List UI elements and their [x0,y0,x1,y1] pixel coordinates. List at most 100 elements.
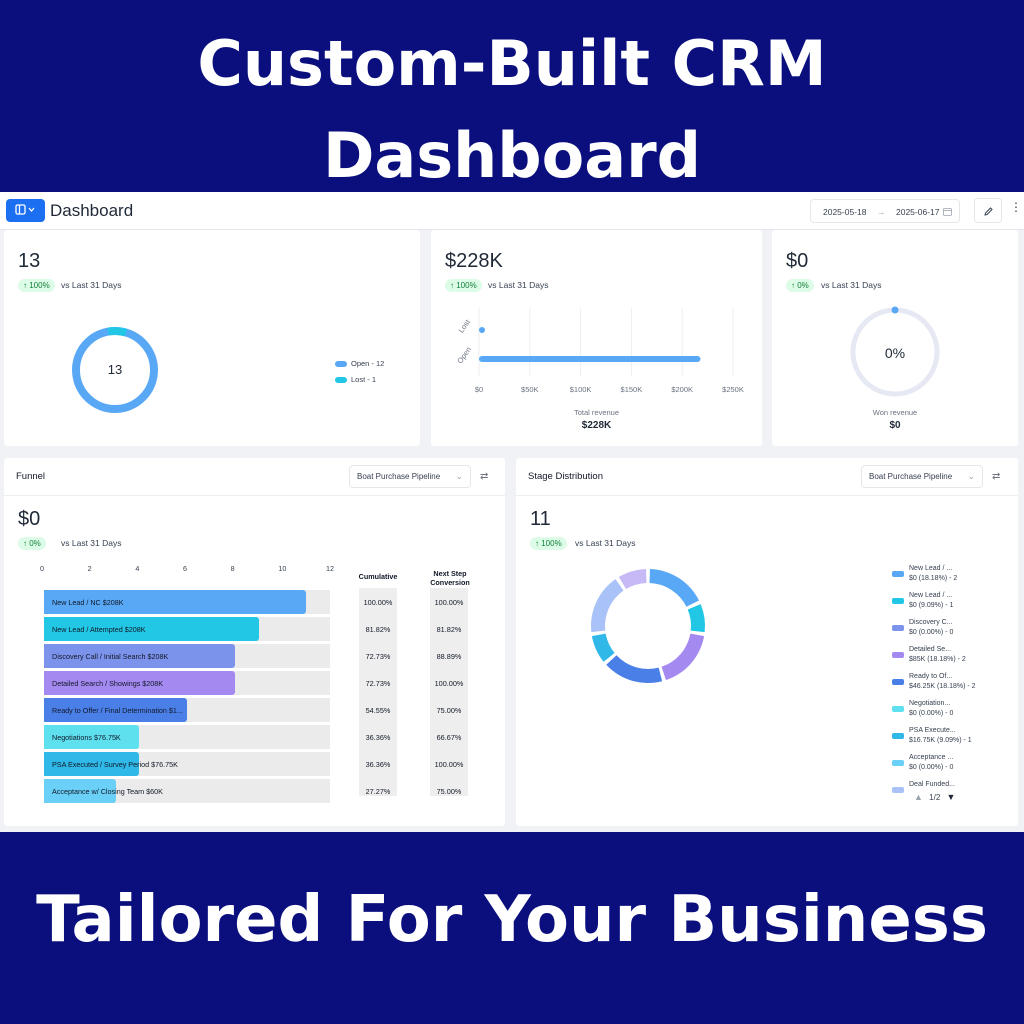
funnel-bar [44,698,187,722]
cumulative-value: 72.73% [365,652,391,661]
funnel-pipeline-select[interactable]: Boat Purchase Pipeline ⌄ [349,465,471,488]
stage-donut-slice [687,604,705,633]
funnel-bar [44,725,140,749]
stage-legend-value: $0 (18.18%) - 2 [909,575,958,582]
funnel-tick-label: 8 [230,564,235,573]
funnel-row[interactable]: PSA Executed / Survey Period $76.75K [44,752,330,776]
swap-icon[interactable]: ⇄ [480,471,489,482]
next-step-value: 100.00% [434,598,464,607]
revenue-tick-label: $50K [521,385,539,394]
funnel-row[interactable]: New Lead / Attempted $208K [44,617,330,641]
won-revenue-label: Won revenue [872,408,918,417]
donut-slice-lost [72,327,158,413]
date-range-picker[interactable]: 2025-05-18 → 2025-06-17 [810,199,960,223]
stage-legend-item[interactable]: New Lead / ... $0 (18.18%) - 2 [892,564,1002,586]
stage-legend-pager: ▲ 1/2 ▼ [914,792,955,802]
funnel-card: Funnel Boat Purchase Pipeline ⌄ ⇄ $0 ↑ 0… [4,458,505,826]
stage-legend-value: $85K (18.18%) - 2 [909,656,966,663]
funnel-row[interactable]: Negotiations $76.75K [44,725,330,749]
stage-legend-swatch [892,571,904,577]
stage-legend-name: New Lead / ... [909,592,953,599]
stage-legend-item[interactable]: PSA Execute... $16.75K (9.09%) - 1 [892,726,1002,748]
next-step-value: 75.00% [436,787,462,796]
stage-legend-item[interactable]: Acceptance ... $0 (0.00%) - 0 [892,753,1002,775]
legend-lost: Lost - 1 [335,375,376,384]
next-step-column [430,588,468,796]
edit-button[interactable] [974,198,1002,223]
stage-legend-item[interactable]: Ready to Of... $46.25K (18.18%) - 2 [892,672,1002,694]
funnel-change-badge: ↑ 0% [18,537,46,550]
revenue-category-label: Open [455,345,473,365]
stage-legend-item[interactable]: Detailed Se... $85K (18.18%) - 2 [892,645,1002,667]
pager-label: 1/2 [929,793,941,802]
stage-donut-slice [606,655,663,683]
date-start: 2025-05-18 [823,207,867,217]
funnel-row[interactable]: New Lead / NC $208K [44,590,330,614]
stage-legend-swatch [892,679,904,685]
stage-legend-swatch [892,598,904,604]
won-revenue-total: $0 [889,420,901,431]
next-step-header-line-1: Next Step [433,569,467,578]
cumulative-value: 81.82% [365,625,391,634]
stage-legend-item[interactable]: Negotiation... $0 (0.00%) - 0 [892,699,1002,721]
stage-legend-value: $0 (0.00%) - 0 [909,764,954,771]
stage-pipeline-select[interactable]: Boat Purchase Pipeline ⌄ [861,465,983,488]
revenue-tick-label: $0 [475,385,483,394]
hero-footer: Tailored For Your Business [36,883,988,957]
revenue-total: $228K [581,420,612,431]
stage-legend-item[interactable]: Discovery C... $0 (0.00%) - 0 [892,618,1002,640]
won-revenue-card: $0 ↑ 0% vs Last 31 Days 0% Won revenue $… [772,230,1018,446]
dashboard-screen: Dashboard 2025-05-18 → 2025-06-17 ⋮ 13 ↑… [0,192,1024,832]
funnel-bar [44,617,259,641]
revenue-tick-label: $100K [570,385,592,394]
funnel-pipeline-value: Boat Purchase Pipeline [357,472,441,481]
layout-menu-button[interactable] [6,199,45,222]
opportunities-donut [72,327,158,413]
gauge-marker [891,306,899,314]
cumulative-column [359,588,397,796]
stage-legend-swatch [892,787,904,793]
pager-next-icon[interactable]: ▼ [946,792,956,802]
funnel-tick-label: 4 [135,564,140,573]
stage-legend-item[interactable]: New Lead / ... $0 (9.09%) - 1 [892,591,1002,613]
calendar-icon [943,208,952,216]
stage-pipeline-value: Boat Purchase Pipeline [869,472,953,481]
revenue-category-label: Lost [457,317,473,335]
funnel-row[interactable]: Ready to Offer / Final Determination $1.… [44,698,330,722]
funnel-stage-label: Ready to Offer / Final Determination $1.… [52,706,183,715]
funnel-row[interactable]: Acceptance w/ Closing Team $60K [44,779,330,803]
hero-title-line-2: Dashboard [322,119,702,192]
stage-legend-name: Detailed Se... [909,646,952,653]
cumulative-value: 72.73% [365,679,391,688]
revenue-change-badge: ↑ 100% [445,279,482,292]
cumulative-value: 36.36% [365,733,391,742]
funnel-tick-label: 6 [183,564,187,573]
stage-legend-name: Ready to Of... [909,673,953,680]
legend-lost-swatch [335,377,347,384]
revenue-tick-label: $200K [671,385,693,394]
funnel-bar [44,779,116,803]
funnel-row[interactable]: Detailed Search / Showings $208K [44,671,330,695]
stage-legend-swatch [892,760,904,766]
stage-legend-swatch [892,652,904,658]
revenue-bar-lost [479,327,485,333]
swap-icon[interactable]: ⇄ [992,471,1001,482]
stage-legend-item[interactable]: Deal Funded... [892,780,1002,802]
funnel-bar [44,752,140,776]
hero-title: Custom-Built CRM Dashboard [0,18,1024,202]
cumulative-header: Cumulative [358,572,398,581]
revenue-bar-open [479,356,701,362]
pager-prev-icon[interactable]: ▲ [914,792,923,802]
stage-legend-value: $46.25K (18.18%) - 2 [909,683,976,690]
won-change-badge: ↑ 0% [786,279,814,292]
funnel-tick-label: 12 [326,564,334,573]
stage-donut-slice [661,633,705,681]
stage-change-badge: ↑ 100% [530,537,567,550]
next-step-value: 81.82% [436,625,462,634]
more-options-icon[interactable]: ⋮ [1010,200,1022,214]
stage-legend-name: Acceptance ... [909,754,954,761]
opportunities-card: 13 ↑ 100% vs Last 31 Days 13 Open - 12 L… [4,230,420,446]
funnel-row[interactable]: Discovery Call / Initial Search $208K [44,644,330,668]
stage-legend-swatch [892,706,904,712]
layout-grid-icon [14,204,34,215]
